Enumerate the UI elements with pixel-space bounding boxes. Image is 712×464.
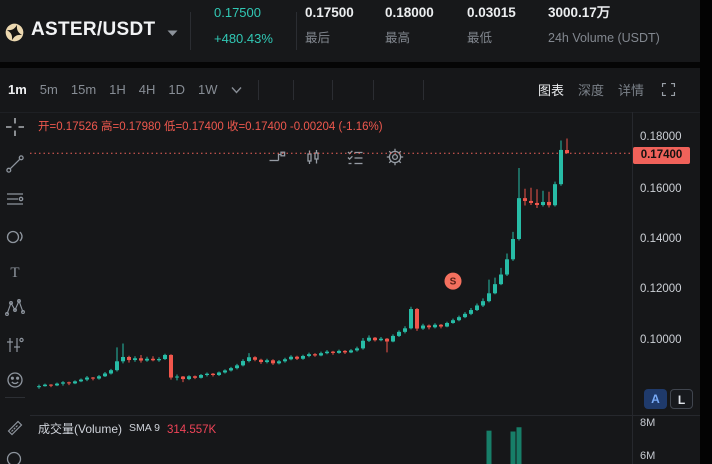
timeframe-1w[interactable]: 1W [198, 82, 218, 97]
volume-sma-label: SMA 9 [129, 422, 160, 434]
change-percent: +480.43% [214, 31, 273, 46]
view-tabs: 图表 深度 详情 [538, 68, 677, 111]
toolbar-divider [332, 80, 333, 100]
stat-value: 0.03015 [467, 5, 516, 20]
stat-low: 0.03015 最低 [467, 6, 516, 45]
svg-text:S: S [450, 277, 457, 288]
volume-chart[interactable] [30, 416, 632, 464]
tab-depth[interactable]: 深度 [578, 83, 605, 98]
stat-label: 最后 [305, 31, 331, 45]
tool-shapes[interactable] [4, 226, 26, 248]
last-price: 0.17500 [214, 5, 261, 20]
candlestick-chart[interactable]: S [30, 112, 632, 410]
stat-last: 0.17500 最后 [305, 6, 354, 45]
price-tick: 0.16000 [640, 183, 682, 195]
timeframe-4h[interactable]: 4H [138, 82, 156, 97]
tool-trend-line[interactable] [4, 153, 26, 175]
log-scale-button[interactable]: L [670, 389, 693, 409]
svg-text:T: T [10, 265, 19, 281]
timeframe-1d[interactable]: 1D [168, 82, 186, 97]
stat-label: 24h Volume (USDT) [548, 31, 660, 45]
price-tick: 0.18000 [640, 131, 682, 143]
chart-toolbar: 1m 5m 15m 1H 4H 1D 1W [0, 68, 700, 166]
pane-divider[interactable] [30, 415, 700, 416]
tab-details[interactable]: 详情 [618, 83, 645, 98]
settings-gear-icon[interactable] [385, 147, 405, 167]
tab-chart[interactable]: 图表 [538, 83, 565, 98]
current-price-label: 0.17400 [633, 147, 690, 164]
toolbar-divider [258, 80, 259, 100]
timeframe-5m[interactable]: 5m [39, 82, 58, 97]
tool-forecast[interactable] [4, 334, 26, 356]
symbol-selector[interactable]: ASTER/USDT [31, 19, 156, 40]
right-gutter [700, 0, 712, 464]
tool-magnifier[interactable] [4, 449, 26, 464]
tool-emoji[interactable] [4, 369, 26, 391]
indicators-icon[interactable] [267, 147, 287, 167]
stat-label: 最低 [467, 31, 493, 45]
header-divider [190, 12, 191, 50]
header-divider [296, 12, 297, 50]
volume-legend: 成交量(Volume) SMA 9 314.557K [38, 420, 216, 437]
price-tick: 0.10000 [640, 334, 682, 346]
timeframe-1m[interactable]: 1m [8, 82, 27, 97]
tool-text[interactable]: T [4, 261, 26, 283]
price-tick: 0.12000 [640, 283, 682, 295]
stat-volume: 3000.17万 24h Volume (USDT) [548, 6, 660, 45]
timeframe-1h[interactable]: 1H [109, 82, 126, 97]
tool-crosshair[interactable] [4, 116, 26, 138]
last-price-block: 0.17500 +480.43% [214, 6, 273, 45]
timeframe-selector: 1m 5m 15m 1H 4H 1D 1W [8, 68, 242, 111]
auto-scale-button[interactable]: A [644, 389, 667, 409]
volume-tick: 6M [640, 450, 656, 462]
header-gap [0, 62, 712, 68]
fullscreen-icon[interactable] [660, 81, 677, 98]
tool-fib-lines[interactable] [4, 189, 26, 211]
volume-tick: 8M [640, 417, 656, 429]
stat-label: 最高 [385, 31, 411, 45]
toolbar-divider [5, 397, 25, 398]
stat-value: 3000.17万 [548, 5, 611, 20]
stat-value: 0.17500 [305, 5, 354, 20]
timeframe-15m[interactable]: 15m [70, 82, 97, 97]
toolbar-divider [293, 80, 294, 100]
tool-xabcd-pattern[interactable] [4, 297, 26, 319]
header: ASTER/USDT 0.17500 +480.43% 0.17500 最后 0… [0, 0, 700, 62]
timeframe-chevron-down-icon[interactable] [231, 86, 242, 94]
price-tick: 0.14000 [640, 233, 682, 245]
chevron-down-icon[interactable] [167, 30, 178, 37]
toolbar-divider [373, 80, 374, 100]
volume-label: 成交量(Volume) [38, 422, 123, 436]
tool-ruler[interactable] [4, 417, 26, 439]
volume-sma-value: 314.557K [166, 424, 217, 436]
aster-logo-icon [5, 23, 24, 42]
price-axis-line [632, 112, 633, 464]
stat-value: 0.18000 [385, 5, 434, 20]
ohlc-readout: 开=0.17526 高=0.17980 低=0.17400 收=0.17400 … [38, 121, 383, 133]
toolbar-divider [423, 80, 424, 100]
stat-high: 0.18000 最高 [385, 6, 434, 45]
